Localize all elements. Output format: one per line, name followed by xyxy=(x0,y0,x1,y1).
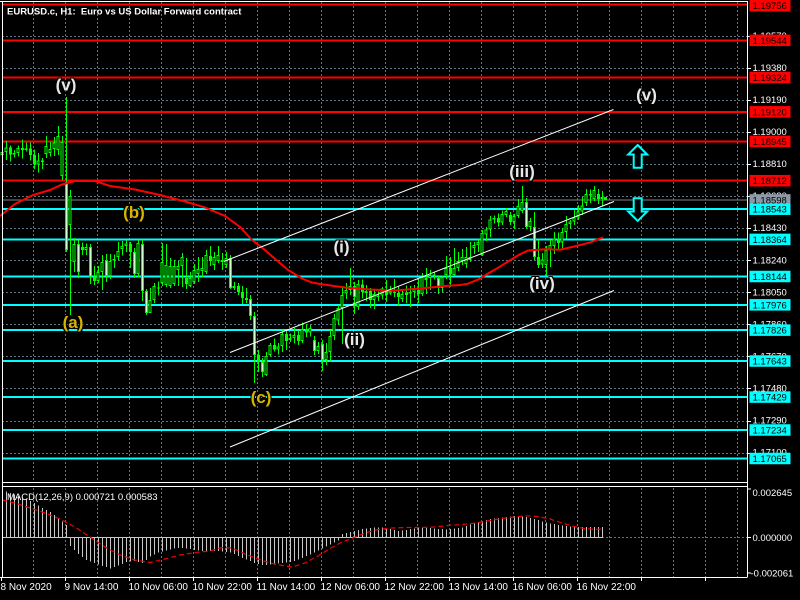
svg-text:10 Nov 22:00: 10 Nov 22:00 xyxy=(193,582,253,593)
svg-text:(a): (a) xyxy=(63,313,84,332)
svg-text:MACD(12,26,9) 0.000721 0.00058: MACD(12,26,9) 0.000721 0.000583 xyxy=(7,492,158,503)
svg-text:(b): (b) xyxy=(123,203,145,222)
svg-text:1.19380: 1.19380 xyxy=(753,63,787,74)
svg-text:16 Nov 22:00: 16 Nov 22:00 xyxy=(577,582,637,593)
svg-text:1.17480: 1.17480 xyxy=(753,384,787,395)
svg-text:1.18430: 1.18430 xyxy=(753,223,787,234)
svg-text:8 Nov 2020: 8 Nov 2020 xyxy=(1,582,53,593)
svg-text:1.17976: 1.17976 xyxy=(753,300,787,311)
svg-text:1.18598: 1.18598 xyxy=(753,195,787,206)
svg-text:1.18810: 1.18810 xyxy=(753,159,787,170)
svg-text:(i): (i) xyxy=(333,238,349,257)
svg-text:1.18543: 1.18543 xyxy=(753,205,787,216)
svg-text:1.18050: 1.18050 xyxy=(753,287,787,298)
svg-text:0.002645: 0.002645 xyxy=(753,488,793,499)
svg-text:1.17643: 1.17643 xyxy=(753,356,787,367)
svg-text:(iv): (iv) xyxy=(529,274,555,293)
svg-text:1.18240: 1.18240 xyxy=(753,255,787,266)
svg-text:(iii): (iii) xyxy=(509,162,535,181)
svg-text:-0.002061: -0.002061 xyxy=(751,569,794,580)
svg-text:0.000000: 0.000000 xyxy=(753,533,793,544)
svg-text:1.17065: 1.17065 xyxy=(753,454,787,465)
svg-text:(c): (c) xyxy=(251,388,272,407)
svg-text:11 Nov 14:00: 11 Nov 14:00 xyxy=(257,582,316,593)
svg-text:12 Nov 06:00: 12 Nov 06:00 xyxy=(321,582,381,593)
svg-text:(ii): (ii) xyxy=(344,330,365,349)
svg-text:(v): (v) xyxy=(636,86,657,105)
svg-text:1.19190: 1.19190 xyxy=(753,95,787,106)
svg-text:1.17429: 1.17429 xyxy=(753,393,787,404)
svg-text:1.18144: 1.18144 xyxy=(753,272,787,283)
svg-text:1.17290: 1.17290 xyxy=(753,416,787,427)
svg-text:12 Nov 22:00: 12 Nov 22:00 xyxy=(385,582,445,593)
svg-text:1.17826: 1.17826 xyxy=(753,326,787,337)
svg-text:1.19120: 1.19120 xyxy=(753,107,787,118)
svg-text:1.19324: 1.19324 xyxy=(753,73,787,84)
svg-text:9 Nov 14:00: 9 Nov 14:00 xyxy=(65,582,119,593)
svg-text:EURUSD.c, H1: Euro vs US Doll: EURUSD.c, H1: Euro vs US Dollar Forward … xyxy=(7,7,242,18)
svg-text:16 Nov 06:00: 16 Nov 06:00 xyxy=(513,582,573,593)
svg-text:1.19544: 1.19544 xyxy=(753,36,787,47)
svg-text:(v): (v) xyxy=(56,76,77,95)
svg-text:1.18945: 1.18945 xyxy=(753,137,787,148)
svg-text:10 Nov 06:00: 10 Nov 06:00 xyxy=(129,582,189,593)
svg-text:1.18364: 1.18364 xyxy=(753,235,787,246)
svg-text:1.19000: 1.19000 xyxy=(753,127,787,138)
svg-text:13 Nov 14:00: 13 Nov 14:00 xyxy=(449,582,509,593)
svg-text:1.18712: 1.18712 xyxy=(753,176,787,187)
svg-text:1.17234: 1.17234 xyxy=(753,425,787,436)
svg-text:1.19756: 1.19756 xyxy=(753,1,787,12)
